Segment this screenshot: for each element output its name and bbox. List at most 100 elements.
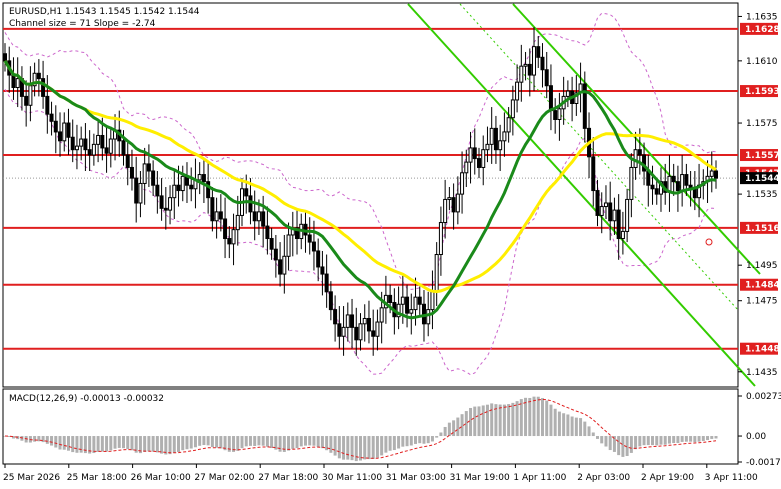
macd-histogram-bar [75, 436, 79, 453]
candle-body [108, 138, 113, 154]
candle-body [129, 166, 134, 179]
candle [36, 59, 41, 97]
candle-body [451, 197, 456, 213]
macd-histogram-bar [397, 436, 401, 449]
candle-body [324, 273, 329, 293]
candle-body [74, 145, 79, 151]
time-tick-label: 2 Apr 19:00 [641, 473, 694, 483]
macd-histogram-bar [265, 436, 269, 447]
macd-tick-label: 0.00273 [746, 392, 781, 402]
macd-histogram-bar [50, 436, 54, 446]
candle-body [671, 175, 676, 183]
candle [172, 169, 177, 219]
candle-body [189, 184, 194, 190]
macd-histogram-bar [248, 436, 252, 446]
candle-body [536, 46, 541, 58]
macd-histogram-bar [701, 436, 705, 442]
candle [468, 131, 473, 184]
candle [108, 126, 113, 168]
candle-body [62, 122, 67, 142]
candle-body [142, 163, 147, 184]
macd-histogram-bar [549, 404, 553, 437]
candle [189, 167, 194, 202]
candle [278, 242, 283, 287]
macd-histogram-bar [206, 436, 210, 446]
candle [358, 313, 363, 351]
candle-body [464, 161, 469, 174]
candle-body [366, 317, 371, 332]
candle [210, 187, 215, 232]
candle [612, 197, 617, 235]
level-price-tag [740, 22, 778, 35]
time-tick-label: 26 Mar 10:00 [131, 473, 191, 483]
candle-body [28, 85, 33, 106]
candle [489, 107, 494, 164]
candle [553, 98, 558, 134]
candle-body [362, 317, 367, 325]
macd-histogram-bar [367, 436, 371, 460]
macd-histogram-bar [574, 417, 578, 437]
candle [595, 179, 600, 227]
candle-body [527, 63, 532, 76]
macd-histogram-bar [583, 421, 587, 437]
candle-body [532, 46, 537, 76]
candle-body [15, 78, 20, 89]
candle-body [489, 127, 494, 145]
price-tick-label: 1.1635 [746, 12, 778, 22]
level-price-label: 1.1516 [745, 224, 780, 234]
candle-body [591, 156, 596, 192]
candle-body [163, 207, 168, 211]
candle [629, 153, 634, 218]
candle-body [248, 195, 253, 213]
macd-histogram-bar [545, 400, 549, 437]
candle [214, 197, 219, 239]
macd-histogram-bar [392, 436, 396, 451]
candle-body [151, 170, 156, 186]
candle [201, 158, 206, 203]
candle-body [70, 136, 75, 151]
candle [599, 192, 604, 234]
level-price-tag [740, 149, 778, 162]
channel-lower-line [407, 3, 756, 387]
price-tick-label: 1.1435 [746, 368, 778, 378]
candle [527, 48, 532, 97]
time-tick-label: 1 Apr 11:00 [513, 473, 566, 483]
candle-body [506, 117, 511, 133]
candle [510, 85, 515, 136]
candle-body [409, 309, 414, 314]
macd-histogram-bar [92, 436, 96, 454]
candle [477, 147, 481, 179]
macd-histogram-bar [642, 436, 646, 446]
candle [79, 126, 84, 161]
candle-body [206, 181, 211, 199]
macd-histogram-bar [329, 436, 333, 453]
candle [333, 295, 338, 342]
time-tick-label: 27 Mar 02:00 [194, 473, 254, 483]
macd-histogram-bar [405, 436, 409, 447]
macd-histogram-bar [414, 436, 418, 444]
candle [129, 149, 134, 191]
candle [155, 171, 160, 214]
macd-histogram-bar [604, 436, 608, 447]
macd-histogram-bar [570, 416, 574, 437]
candle-body [553, 110, 558, 120]
macd-histogram-bar [172, 436, 176, 453]
macd-histogram-bar [83, 436, 87, 454]
candle [447, 187, 452, 211]
time-tick-label: 25 Mar 2026 [3, 473, 60, 483]
candle-body [434, 254, 439, 293]
candle [405, 284, 410, 328]
macd-histogram-bar [684, 436, 688, 442]
macd-histogram-bar [672, 436, 676, 444]
macd-histogram-bar [96, 436, 100, 452]
candle-body [79, 138, 84, 147]
candle [3, 43, 7, 72]
macd-histogram-bar [680, 436, 684, 442]
candle-body [548, 85, 553, 112]
candle-body [320, 266, 325, 275]
macd-histogram-bar [418, 436, 422, 444]
candle [371, 309, 376, 356]
macd-histogram-bar [215, 436, 219, 448]
candle-body [557, 108, 562, 120]
